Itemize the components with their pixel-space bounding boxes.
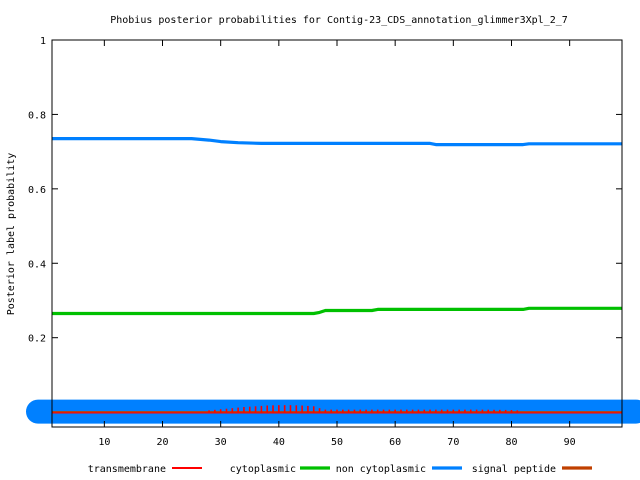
x-tick-label: 30 — [215, 437, 227, 448]
legend-label: non cytoplasmic — [336, 464, 426, 475]
non-cytoplasmic-line — [52, 137, 622, 147]
y-tick-label: 0.2 — [28, 334, 46, 345]
y-axis-label: Posterior label probability — [6, 153, 17, 316]
x-tick-label: 50 — [331, 437, 343, 448]
plot-border — [51, 39, 623, 428]
x-tick-label: 90 — [564, 437, 576, 448]
cytoplasmic-line — [52, 306, 622, 316]
x-tick-label: 20 — [156, 437, 168, 448]
x-tick-label: 10 — [98, 437, 110, 448]
chart-title: Phobius posterior probabilities for Cont… — [110, 15, 568, 26]
x-tick-labels: 10 20 30 40 50 60 70 80 90 — [98, 437, 575, 448]
x-tick-label: 40 — [273, 437, 285, 448]
legend-label: signal peptide — [472, 464, 556, 475]
y-tick-label: 1 — [40, 36, 46, 47]
y-tick-label: 0.8 — [28, 110, 46, 121]
x-tick-label: 70 — [447, 437, 459, 448]
x-tick-label: 60 — [389, 437, 401, 448]
transmembrane-impulses — [52, 405, 622, 414]
legend-label: transmembrane — [88, 464, 166, 475]
x-tick-label: 80 — [505, 437, 517, 448]
y-tick-label: 0.4 — [28, 259, 46, 270]
series-lines — [52, 137, 622, 316]
legend: transmembrane cytoplasmic non cytoplasmic s… — [88, 464, 592, 475]
axis-ticks — [52, 39, 622, 427]
legend-label: cytoplasmic — [230, 464, 296, 475]
y-tick-label: 0.6 — [28, 185, 46, 196]
y-tick-labels: 0.2 0.4 0.6 0.8 1 — [28, 36, 46, 345]
